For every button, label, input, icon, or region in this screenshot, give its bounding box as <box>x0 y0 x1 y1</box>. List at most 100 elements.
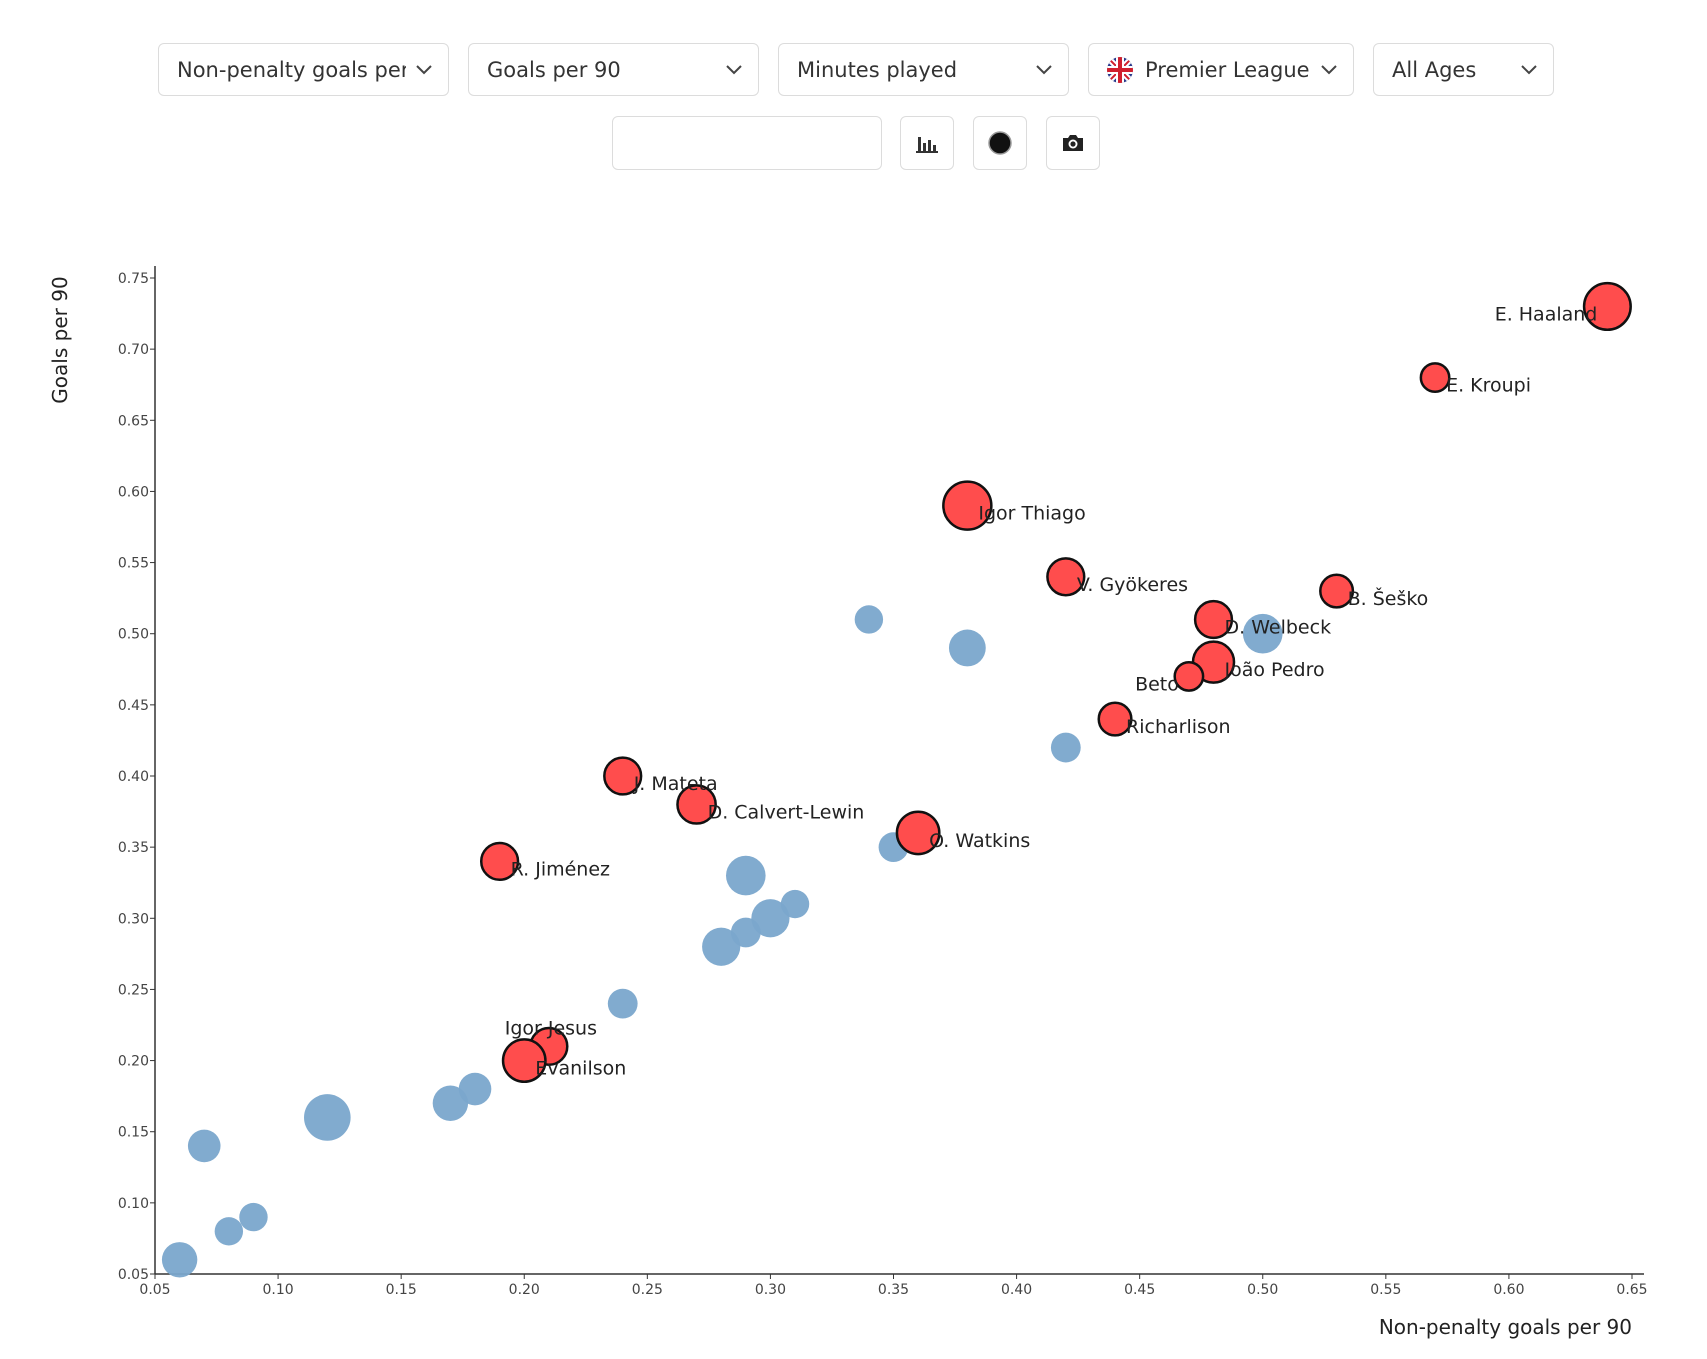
y-tick-label: 0.50 <box>118 627 149 643</box>
highlighted-player-point[interactable] <box>895 810 941 856</box>
highlighted-players-points <box>479 281 1632 1084</box>
y-tick-label: 0.55 <box>118 556 149 572</box>
player-label: B. Šeško <box>1348 586 1429 610</box>
x-metric-dropdown[interactable]: Non-penalty goals per 90 <box>158 43 449 96</box>
y-tick-label: 0.75 <box>118 271 149 287</box>
age-dropdown[interactable]: All Ages <box>1373 43 1554 96</box>
highlighted-player-point[interactable] <box>479 841 520 882</box>
other-player-point[interactable] <box>239 1202 268 1232</box>
y-tick-label: 0.45 <box>118 698 149 714</box>
y-tick-label: 0.20 <box>118 1054 149 1070</box>
bubble-toggle-button[interactable] <box>973 116 1027 170</box>
player-label: Richarlison <box>1126 716 1231 738</box>
chevron-down-icon <box>1036 64 1052 74</box>
player-label: D. Calvert-Lewin <box>708 801 865 823</box>
x-metric-label: Non-penalty goals per 90 <box>177 57 406 82</box>
other-player-point[interactable] <box>187 1129 221 1163</box>
other-player-point[interactable] <box>161 1242 198 1278</box>
bar-chart-button[interactable] <box>900 116 954 170</box>
y-metric-dropdown[interactable]: Goals per 90 <box>468 43 759 96</box>
player-label: Igor Thiago <box>978 503 1085 525</box>
other-player-point[interactable] <box>726 855 766 896</box>
highlighted-player-point[interactable] <box>1582 281 1632 332</box>
highlighted-player-point[interactable] <box>1173 660 1205 692</box>
other-player-point[interactable] <box>702 927 741 966</box>
size-metric-dropdown[interactable]: Minutes played <box>778 43 1069 96</box>
x-tick-label: 0.10 <box>262 1282 293 1298</box>
y-tick-label: 0.30 <box>118 911 149 927</box>
x-tick-label: 0.15 <box>386 1282 417 1298</box>
player-label: Beto <box>1135 673 1179 695</box>
bar-chart-icon <box>916 137 938 153</box>
x-tick-label: 0.05 <box>139 1282 170 1298</box>
x-tick-label: 0.50 <box>1247 1282 1278 1298</box>
player-label: V. Gyökeres <box>1077 574 1188 596</box>
player-label: E. Haaland <box>1495 303 1598 325</box>
y-metric-label: Goals per 90 <box>487 57 621 82</box>
x-tick-label: 0.60 <box>1493 1282 1524 1298</box>
x-tick-labels: 0.05 0.10 0.15 0.20 0.25 0.30 0.35 0.40 0.45 0.50… <box>139 1274 1648 1298</box>
player-label: Evanilson <box>535 1058 626 1080</box>
y-tick-labels: 0.05 0.10 0.15 0.20 0.25 0.30 0.35 0.40 0.45 0.50… <box>118 271 155 1283</box>
other-player-point[interactable] <box>214 1217 244 1246</box>
x-tick-label: 0.55 <box>1370 1282 1401 1298</box>
scatter-chart: 0.05 0.10 0.15 0.20 0.25 0.30 0.35 0.40 0.45 0.50… <box>48 266 1648 1339</box>
other-player-point[interactable] <box>948 629 986 667</box>
other-players-points <box>161 605 1283 1278</box>
y-tick-label: 0.60 <box>118 484 149 500</box>
other-player-point[interactable] <box>751 899 790 938</box>
x-tick-label: 0.25 <box>632 1282 663 1298</box>
player-labels: E. Haaland E. Kroupi Igor Thiago V. Gyökere… <box>505 303 1598 1079</box>
y-tick-label: 0.25 <box>118 982 149 998</box>
highlighted-player-point[interactable] <box>603 756 643 796</box>
other-player-point[interactable] <box>854 605 884 634</box>
y-tick-label: 0.65 <box>118 413 149 429</box>
y-tick-label: 0.15 <box>118 1125 149 1141</box>
chart-axes <box>154 266 1644 1275</box>
size-metric-label: Minutes played <box>797 57 958 82</box>
highlighted-player-point[interactable] <box>676 784 717 825</box>
player-label: E. Kroupi <box>1446 375 1531 397</box>
league-label: Premier League <box>1145 57 1310 82</box>
y-tick-label: 0.70 <box>118 342 149 358</box>
player-label: R. Jiménez <box>511 858 610 880</box>
player-label: O. Watkins <box>929 830 1030 852</box>
highlighted-player-point[interactable] <box>1193 599 1234 640</box>
screenshot-button[interactable] <box>1046 116 1100 170</box>
x-tick-label: 0.20 <box>509 1282 540 1298</box>
uk-flag-icon <box>1107 56 1133 83</box>
player-label: J. Mateta <box>633 773 718 795</box>
player-search-input[interactable] <box>612 116 882 170</box>
highlighted-player-point[interactable] <box>501 1038 547 1084</box>
other-player-point[interactable] <box>607 988 638 1019</box>
player-label: Igor Jesus <box>505 1017 597 1039</box>
circle-icon <box>988 131 1012 155</box>
y-tick-label: 0.10 <box>118 1196 149 1212</box>
y-axis-title: Goals per 90 <box>48 276 72 403</box>
other-player-point[interactable] <box>304 1094 351 1141</box>
chevron-down-icon <box>726 64 742 74</box>
other-player-point[interactable] <box>432 1085 469 1121</box>
player-label: D. Welbeck <box>1225 616 1332 638</box>
other-player-point[interactable] <box>1050 732 1081 763</box>
other-player-point[interactable] <box>1242 613 1283 654</box>
highlighted-player-point[interactable] <box>1419 362 1451 394</box>
highlighted-player-point[interactable] <box>1319 573 1355 609</box>
y-tick-label: 0.40 <box>118 769 149 785</box>
camera-icon <box>1063 135 1083 151</box>
chevron-down-icon <box>1521 64 1537 74</box>
x-tick-label: 0.40 <box>1001 1282 1032 1298</box>
x-tick-label: 0.65 <box>1616 1282 1647 1298</box>
y-tick-label: 0.05 <box>118 1267 149 1283</box>
highlighted-player-point[interactable] <box>942 480 993 531</box>
league-dropdown[interactable]: Premier League <box>1088 43 1354 96</box>
highlighted-player-point[interactable] <box>1046 557 1086 597</box>
highlighted-player-point[interactable] <box>1097 701 1133 737</box>
player-label: João Pedro <box>1224 659 1325 681</box>
x-tick-label: 0.30 <box>755 1282 786 1298</box>
x-axis-title: Non-penalty goals per 90 <box>1379 1315 1632 1339</box>
chevron-down-icon <box>416 64 432 74</box>
y-tick-label: 0.35 <box>118 840 149 856</box>
x-tick-label: 0.45 <box>1124 1282 1155 1298</box>
age-label: All Ages <box>1392 57 1477 82</box>
